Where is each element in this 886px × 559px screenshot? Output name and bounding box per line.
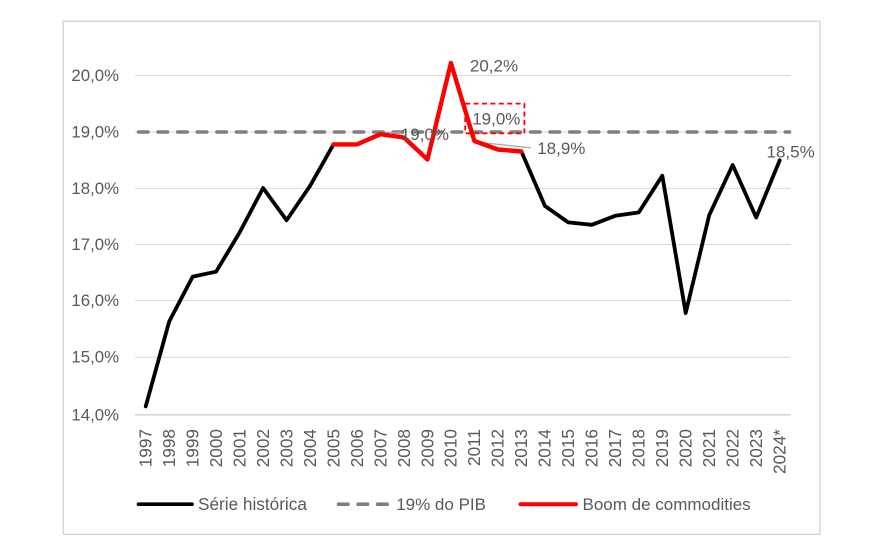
svg-text:2002: 2002 <box>253 429 273 467</box>
svg-text:2024*: 2024* <box>770 429 790 474</box>
svg-text:2015: 2015 <box>558 429 578 467</box>
svg-text:15,0%: 15,0% <box>71 348 119 367</box>
svg-text:Série histórica: Série histórica <box>198 494 307 514</box>
svg-text:17,0%: 17,0% <box>71 235 119 254</box>
svg-text:1998: 1998 <box>159 429 179 467</box>
svg-text:2007: 2007 <box>370 429 390 467</box>
svg-text:2003: 2003 <box>276 429 296 467</box>
svg-text:19,0%: 19,0% <box>401 125 449 144</box>
svg-text:2016: 2016 <box>582 429 602 467</box>
svg-text:18,0%: 18,0% <box>71 179 119 198</box>
svg-text:2014: 2014 <box>535 429 555 468</box>
svg-text:2000: 2000 <box>206 429 226 467</box>
svg-text:2004: 2004 <box>300 429 320 468</box>
svg-text:2023: 2023 <box>746 429 766 467</box>
svg-text:2020: 2020 <box>676 429 696 467</box>
svg-text:2006: 2006 <box>347 429 367 467</box>
svg-text:2022: 2022 <box>723 429 743 467</box>
svg-text:2001: 2001 <box>229 429 249 467</box>
svg-text:2008: 2008 <box>394 429 414 467</box>
svg-text:2012: 2012 <box>488 429 508 467</box>
svg-text:14,0%: 14,0% <box>71 405 119 424</box>
svg-text:19,0%: 19,0% <box>71 122 119 141</box>
svg-text:16,0%: 16,0% <box>71 291 119 310</box>
svg-text:19% do PIB: 19% do PIB <box>396 495 486 514</box>
svg-text:18,9%: 18,9% <box>537 139 585 158</box>
svg-text:2019: 2019 <box>652 429 672 467</box>
svg-text:20,0%: 20,0% <box>71 66 119 85</box>
svg-text:20,2%: 20,2% <box>470 56 518 75</box>
svg-text:2013: 2013 <box>511 429 531 467</box>
svg-text:2018: 2018 <box>629 429 649 467</box>
svg-text:1997: 1997 <box>136 429 156 467</box>
svg-text:1999: 1999 <box>183 429 203 467</box>
svg-text:2017: 2017 <box>605 429 625 467</box>
svg-text:2005: 2005 <box>323 429 343 467</box>
svg-text:2009: 2009 <box>417 429 437 467</box>
svg-text:19,0%: 19,0% <box>472 110 520 129</box>
svg-text:2021: 2021 <box>699 429 719 467</box>
svg-text:2010: 2010 <box>441 429 461 467</box>
svg-text:18,5%: 18,5% <box>767 142 815 161</box>
svg-text:2011: 2011 <box>464 429 484 466</box>
svg-text:Boom de commodities: Boom de commodities <box>583 495 751 514</box>
